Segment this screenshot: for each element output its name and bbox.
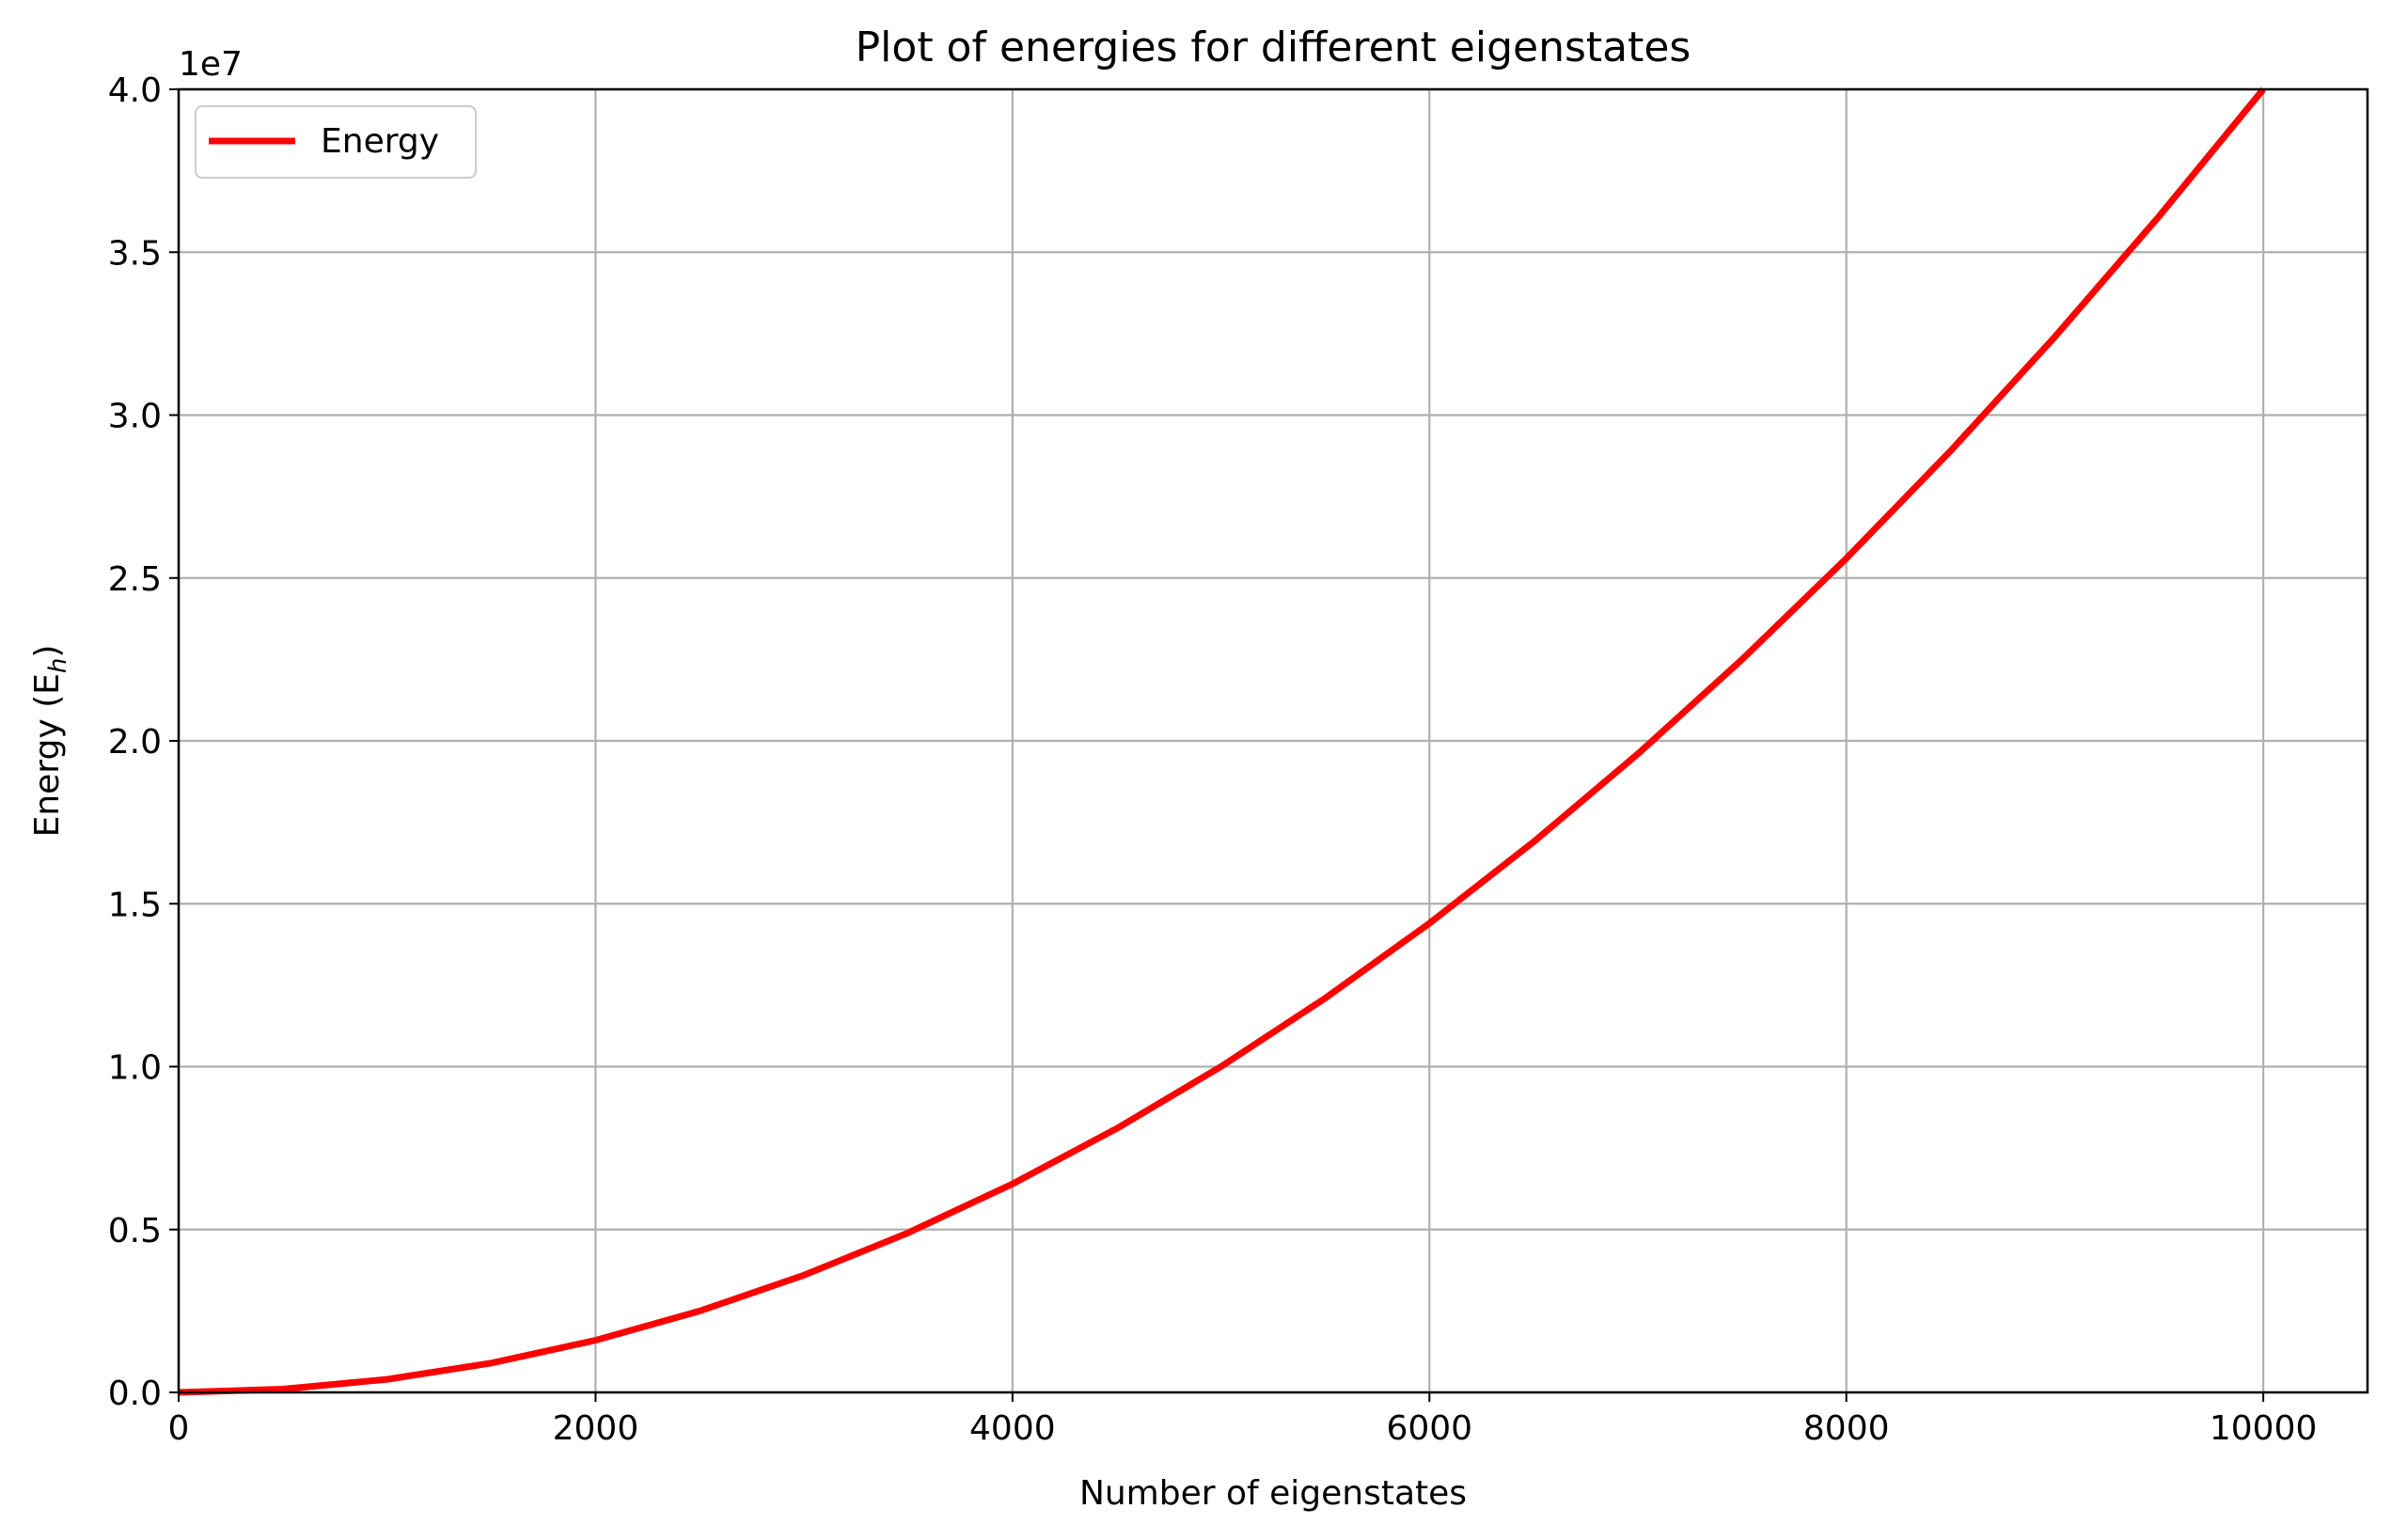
x-tick-label: 0 bbox=[168, 1409, 190, 1448]
legend-label-energy: Energy bbox=[321, 122, 439, 161]
x-tick-label: 6000 bbox=[1386, 1409, 1472, 1448]
y-tick-label: 2.0 bbox=[108, 723, 162, 762]
x-tick-label: 10000 bbox=[2210, 1409, 2318, 1448]
x-tick-label: 4000 bbox=[969, 1409, 1056, 1448]
y-tick-label: 3.0 bbox=[108, 398, 162, 436]
legend: Energy bbox=[195, 105, 477, 179]
x-tick-label: 8000 bbox=[1803, 1409, 1890, 1448]
series-line-energy bbox=[178, 86, 2266, 1396]
y-tick-label: 4.0 bbox=[108, 71, 162, 110]
y-axis-label-close: ) bbox=[28, 645, 67, 658]
y-tick-label: 1.5 bbox=[108, 886, 162, 924]
y-tick-label: 1.0 bbox=[108, 1049, 162, 1088]
x-axis-label: Number of eigenstates bbox=[1079, 1474, 1467, 1513]
y-tick-label: 2.5 bbox=[108, 560, 162, 599]
legend-box bbox=[195, 105, 477, 179]
chart-title: Plot of energies for different eigenstat… bbox=[856, 24, 1691, 71]
y-offset-label: 1e7 bbox=[179, 45, 243, 84]
axis-ticks: 0 2000 4000 6000 8000 10000 0.0 0.5 1.0 1.5 2.0 2.5… bbox=[108, 71, 2318, 1448]
y-axis-label-main: Energy (E bbox=[28, 673, 67, 837]
y-tick-label: 3.5 bbox=[108, 234, 162, 273]
x-tick-label: 2000 bbox=[553, 1409, 639, 1448]
y-axis-label-subscript: h bbox=[44, 658, 72, 673]
y-axis-label: Energy (Eh) bbox=[28, 645, 72, 838]
series-layer bbox=[178, 86, 2266, 1396]
y-tick-label: 0.5 bbox=[108, 1212, 162, 1250]
y-tick-label: 0.0 bbox=[108, 1375, 162, 1413]
